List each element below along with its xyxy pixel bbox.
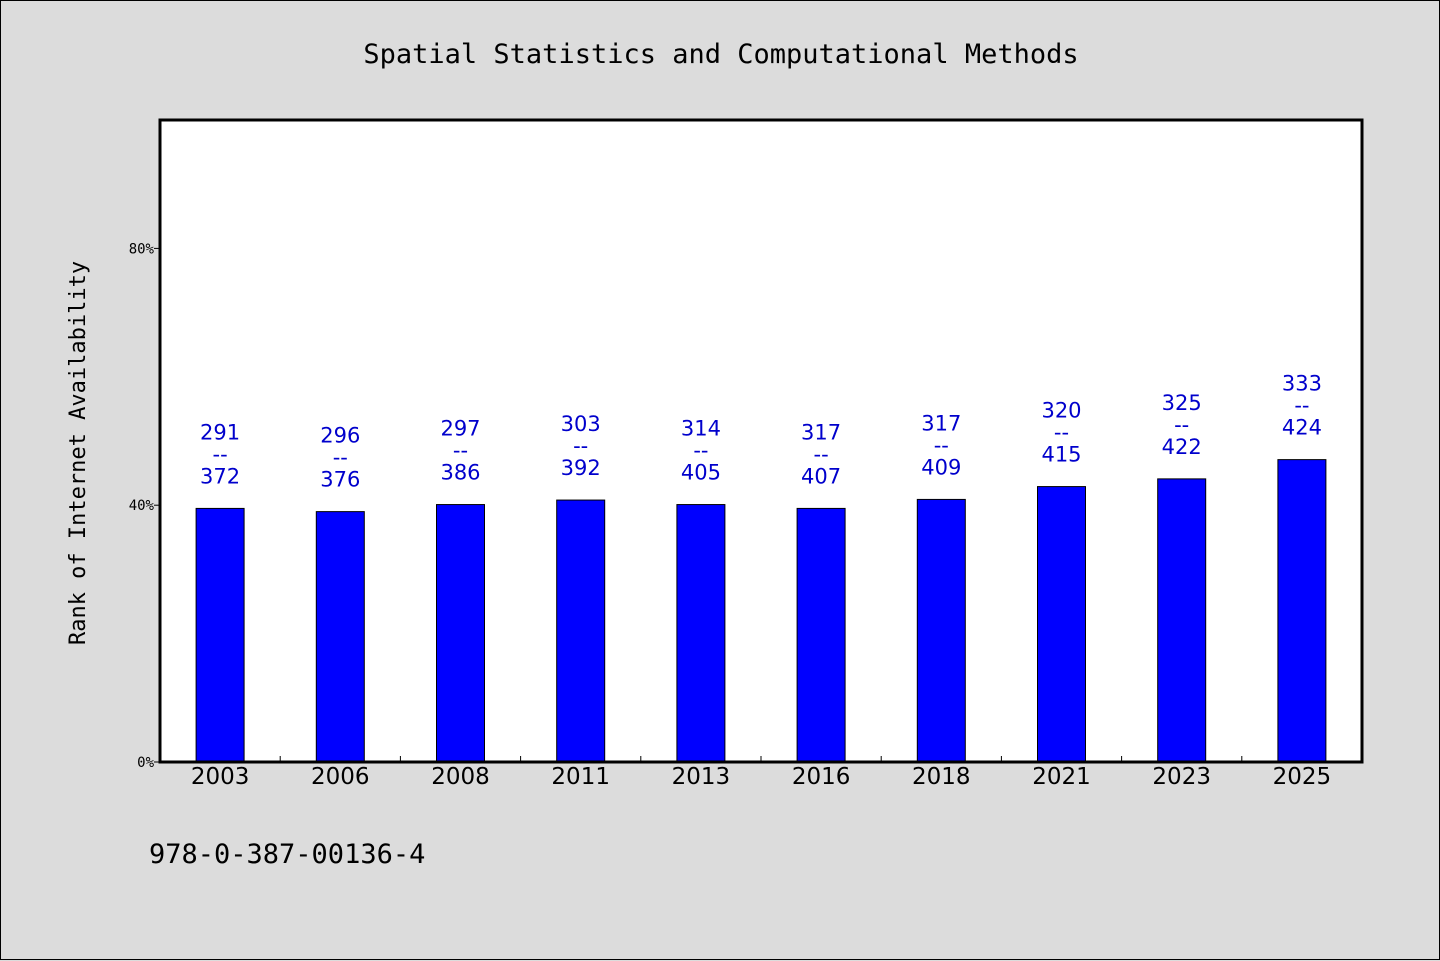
data-label-top: 296: [320, 424, 360, 448]
data-label-separator: --: [934, 433, 949, 457]
bar-2013: [676, 504, 726, 763]
x-tick-label: 2008: [431, 764, 490, 790]
data-label-separator: --: [333, 446, 348, 470]
x-tick-label: 2011: [551, 764, 610, 790]
data-label-top: 314: [681, 417, 721, 441]
data-label-top: 325: [1162, 391, 1202, 415]
data-label-separator: --: [1174, 413, 1189, 437]
data-label-top: 291: [200, 420, 240, 444]
data-label-bottom: 392: [561, 456, 601, 480]
bar-2025: [1277, 459, 1327, 763]
x-tick-label: 2018: [912, 764, 971, 790]
x-tick-label: 2003: [191, 764, 250, 790]
x-tick-label: 2013: [672, 764, 731, 790]
data-label-bottom: 415: [1041, 443, 1081, 467]
chart-title: Spatial Statistics and Computational Met…: [363, 39, 1078, 70]
bar-2003: [195, 507, 245, 763]
data-label-bottom: 405: [681, 461, 721, 485]
data-label-top: 303: [561, 412, 601, 436]
data-label-bottom: 422: [1162, 435, 1202, 459]
data-labels-group: 291--372296--376297--386303--392314--405…: [200, 372, 1322, 492]
bar-2018: [916, 498, 966, 763]
data-label-top: 333: [1282, 372, 1322, 396]
data-label-bottom: 386: [440, 461, 480, 485]
x-tick-label: 2023: [1152, 764, 1211, 790]
data-label-bottom: 407: [801, 464, 841, 488]
x-tick-label: 2006: [311, 764, 370, 790]
data-label-top: 297: [440, 417, 480, 441]
x-tick-labels: 2003 2006 2008 2011 2013 2016 2018 2021 2023 2025: [191, 764, 1331, 790]
data-label-bottom: 424: [1282, 416, 1322, 440]
bar-2008: [436, 504, 485, 763]
data-label-separator: --: [693, 439, 708, 463]
bar-2021: [1037, 486, 1086, 763]
y-tick-label: 0%: [137, 755, 154, 771]
data-label-bottom: 409: [921, 455, 961, 479]
data-label-separator: --: [213, 442, 228, 466]
bar-2011: [556, 499, 606, 763]
isbn-text: 978-0-387-00136-4: [149, 839, 425, 870]
bar-2023: [1157, 478, 1207, 763]
data-label-separator: --: [573, 434, 588, 458]
plot-border: [158, 118, 1364, 764]
data-label-separator: --: [814, 442, 829, 466]
data-label-separator: --: [1054, 421, 1069, 445]
data-label-top: 317: [801, 420, 841, 444]
data-label-top: 317: [921, 411, 961, 435]
y-tick-labels: 0% 40% 80%: [129, 241, 155, 771]
y-axis-label: Rank of Internet Availability: [66, 261, 91, 645]
bar-2006: [315, 511, 365, 763]
x-tick-label: 2021: [1032, 764, 1091, 790]
data-label-bottom: 376: [320, 468, 360, 492]
bars-group: [195, 459, 1327, 763]
data-label-separator: --: [453, 439, 468, 463]
data-label-top: 320: [1041, 399, 1081, 423]
y-tick-label: 80%: [129, 241, 155, 257]
x-tick-label: 2016: [792, 764, 851, 790]
x-tick-label: 2025: [1273, 764, 1332, 790]
bar-2016: [796, 507, 846, 763]
data-label-bottom: 372: [200, 464, 240, 488]
y-tick-label: 40%: [129, 498, 155, 514]
data-label-separator: --: [1294, 394, 1309, 418]
